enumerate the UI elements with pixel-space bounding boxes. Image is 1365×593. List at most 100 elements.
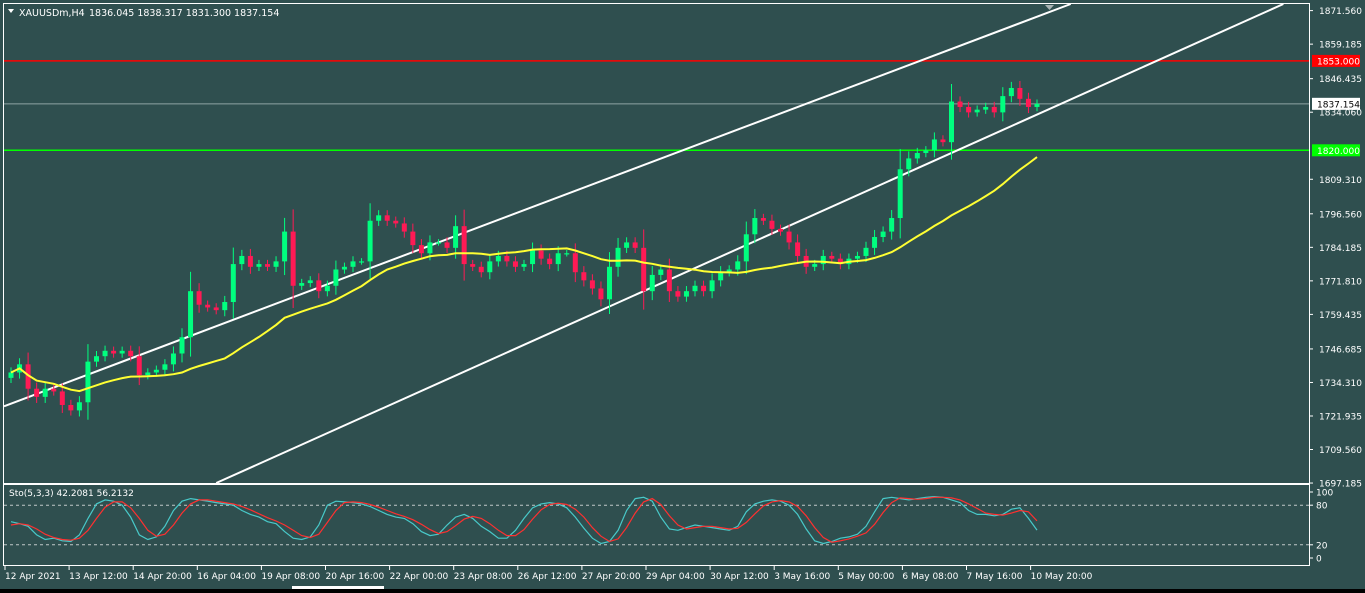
candle-body <box>795 242 801 256</box>
candle-body <box>230 264 236 303</box>
candle-body <box>538 250 544 259</box>
time-tick-label: 3 May 16:00 <box>774 572 830 582</box>
candle-body <box>401 223 407 232</box>
candle-body <box>931 139 937 151</box>
candle-body <box>966 106 972 113</box>
candle-body <box>350 261 356 267</box>
level-price-label: 1820.000 <box>1317 147 1360 157</box>
candle-body <box>692 285 698 292</box>
candle-body <box>897 169 903 219</box>
time-tick-label: 5 May 00:00 <box>838 572 894 582</box>
candle-body <box>427 242 433 254</box>
price-tick-label: 1759.435 <box>1319 311 1362 321</box>
candle-body <box>589 280 595 289</box>
candle-body <box>820 255 826 265</box>
horizontal-scrollbar[interactable] <box>292 586 384 589</box>
time-tick-label: 19 Apr 08:00 <box>261 572 320 582</box>
candle-body <box>222 302 228 311</box>
candle-body <box>128 350 134 357</box>
price-tick-label: 1746.685 <box>1319 345 1362 355</box>
candle-body <box>94 356 99 362</box>
candle-body <box>136 356 142 376</box>
candle-body <box>701 285 707 292</box>
price-tick-label: 1771.810 <box>1319 277 1362 287</box>
candle-body <box>68 404 74 411</box>
price-tick-label: 1784.185 <box>1319 244 1362 254</box>
candle-body <box>624 242 630 248</box>
time-axis: 12 Apr 2021 13 Apr 12:00 14 Apr 20:00 16 Ap… <box>4 566 1093 589</box>
symbol-header[interactable]: XAUUSDm,H4 1836.045 1838.317 1831.300 18… <box>8 8 279 19</box>
current-price-badge <box>1312 97 1360 110</box>
candle-body <box>299 283 305 286</box>
candle-body <box>162 364 168 370</box>
candle-body <box>333 269 339 286</box>
candle-body <box>709 280 715 292</box>
time-tick-label: 27 Apr 20:00 <box>582 572 641 582</box>
price-tick-label: 1809.310 <box>1319 176 1362 186</box>
candle-body <box>658 269 664 275</box>
dropdown-triangle-icon[interactable] <box>8 9 14 13</box>
stochastic-signal-line <box>10 496 1038 543</box>
candle-body <box>265 264 270 267</box>
main-plot-area <box>3 3 1309 484</box>
candle-body <box>991 106 997 113</box>
time-tick-label: 7 May 16:00 <box>967 572 1023 582</box>
time-tick-label: 23 Apr 08:00 <box>454 572 513 582</box>
candle-body <box>778 228 783 232</box>
candle-body <box>239 255 245 265</box>
candle-body <box>812 264 818 267</box>
candle-body <box>188 291 194 338</box>
candle-body <box>119 350 125 354</box>
time-tick-label: 10 May 20:00 <box>1031 572 1093 582</box>
price-tick-label: 1697.185 <box>1319 480 1362 490</box>
candle-body <box>726 269 732 273</box>
candle-body <box>179 337 185 354</box>
time-tick-label: 20 Apr 16:00 <box>326 572 385 582</box>
candle-body <box>1008 87 1014 97</box>
candle-body <box>478 266 484 273</box>
candle-body <box>145 372 151 376</box>
candle-body <box>530 250 536 265</box>
candle-body <box>675 291 681 297</box>
price-tick-label: 1734.310 <box>1319 379 1362 389</box>
candle-body <box>444 242 450 248</box>
candle-body <box>914 153 920 159</box>
candle-body <box>376 215 382 221</box>
time-tick-label: 13 Apr 12:00 <box>69 572 128 582</box>
candle-body <box>572 253 578 273</box>
candle-body <box>769 220 775 229</box>
price-axis: 1871.560 1859.185 1846.435 1834.060 1809.310… <box>1309 7 1362 565</box>
candle-body <box>196 291 202 305</box>
candle-body <box>735 261 741 270</box>
price-tick-label: 1796.560 <box>1319 210 1362 220</box>
candle-body <box>760 218 766 221</box>
stochastic-label: Sto(5,3,3) 42.2081 56.2132 <box>9 489 134 499</box>
candle-body <box>598 288 604 300</box>
candle-body <box>410 231 416 246</box>
candle-body <box>76 402 82 411</box>
channel-lower-line[interactable] <box>215 3 1284 484</box>
candle-body <box>367 220 373 262</box>
candle-body <box>273 261 279 267</box>
candle-body <box>341 266 347 270</box>
candle-body <box>256 264 262 267</box>
candle-body <box>632 242 638 248</box>
candle-body <box>923 150 929 154</box>
shift-marker-icon[interactable] <box>1045 5 1054 10</box>
price-tick-label: 1846.435 <box>1319 75 1362 85</box>
candle-body <box>25 364 31 389</box>
level-price-badge <box>1312 54 1360 67</box>
candle-body <box>393 220 399 224</box>
candle-body <box>547 258 553 265</box>
candle-body <box>470 264 476 267</box>
oscillator-tick-label: 100 <box>1316 489 1333 499</box>
candle-body <box>829 255 835 259</box>
candle-body <box>564 253 570 255</box>
time-tick-label: 22 Apr 00:00 <box>390 572 449 582</box>
time-tick-label: 12 Apr 2021 <box>5 572 61 582</box>
candle-body <box>786 231 792 243</box>
candle-body <box>1034 103 1040 107</box>
candle-body <box>316 280 322 292</box>
